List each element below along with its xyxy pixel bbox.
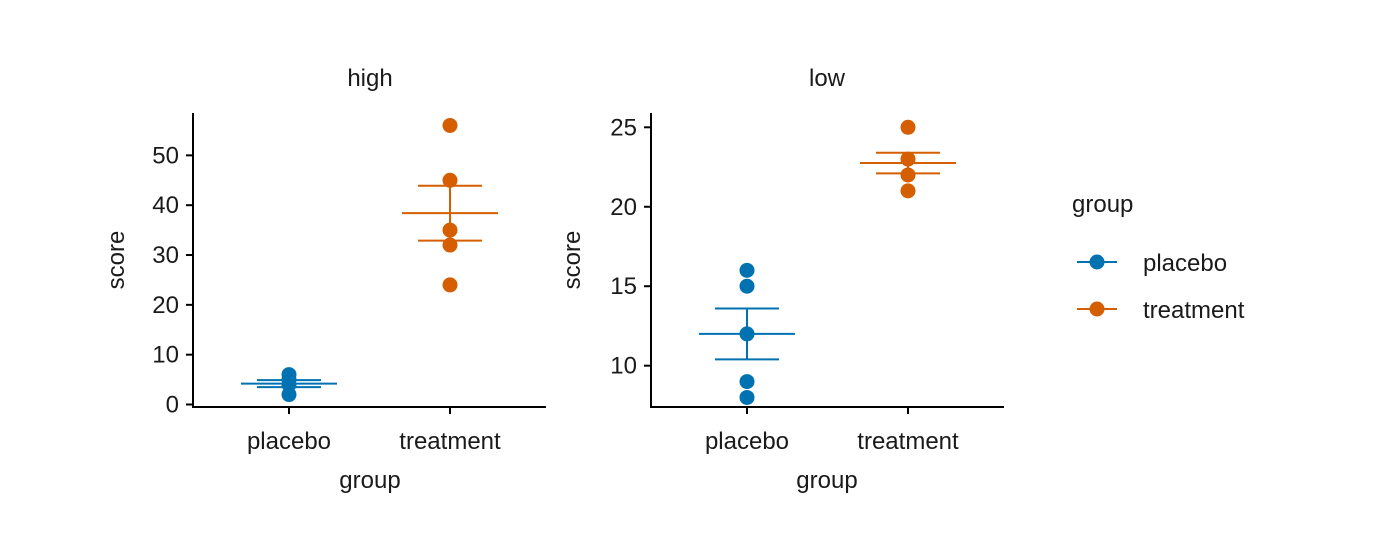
x-axis-title-high: group bbox=[339, 467, 400, 494]
y-ticks-high: 0 10 20 30 40 50 bbox=[152, 142, 193, 419]
legend-swatch-dot bbox=[1089, 301, 1105, 317]
series-treatment bbox=[860, 119, 956, 199]
x-ticks-low: placebo treatment bbox=[705, 407, 959, 455]
x-tick-label: treatment bbox=[399, 428, 501, 455]
data-point bbox=[900, 167, 916, 183]
data-point bbox=[442, 237, 458, 253]
legend-swatch-dot bbox=[1089, 254, 1105, 270]
data-point bbox=[900, 119, 916, 135]
y-tick-label: 25 bbox=[610, 114, 637, 141]
y-tick-label: 20 bbox=[152, 292, 179, 319]
y-tick-label: 30 bbox=[152, 242, 179, 269]
data-point bbox=[739, 262, 755, 278]
legend-item-placebo: placebo bbox=[1077, 250, 1227, 277]
legend-label-placebo: placebo bbox=[1143, 250, 1227, 277]
x-tick-label: placebo bbox=[247, 428, 331, 455]
y-axis-title-high: score bbox=[103, 231, 130, 290]
y-tick-label: 15 bbox=[610, 273, 637, 300]
data-point bbox=[900, 151, 916, 167]
marks-low bbox=[699, 119, 956, 405]
data-point bbox=[739, 389, 755, 405]
data-point bbox=[739, 278, 755, 294]
series-placebo bbox=[699, 262, 795, 405]
data-point bbox=[442, 277, 458, 293]
y-tick-label: 40 bbox=[152, 192, 179, 219]
x-tick-label: placebo bbox=[705, 428, 789, 455]
y-tick-label: 50 bbox=[152, 142, 179, 169]
panel-high: high score group 0 10 20 30 40 50 placebo trea… bbox=[103, 65, 546, 494]
data-point bbox=[442, 222, 458, 238]
y-tick-label: 20 bbox=[610, 194, 637, 221]
data-point bbox=[739, 326, 755, 342]
data-point bbox=[739, 374, 755, 390]
data-point bbox=[281, 367, 297, 383]
marks-high bbox=[241, 117, 498, 403]
x-tick-label: treatment bbox=[857, 428, 959, 455]
data-point bbox=[900, 183, 916, 199]
data-point bbox=[442, 117, 458, 133]
y-tick-label: 10 bbox=[610, 353, 637, 380]
facet-title-low: low bbox=[809, 65, 846, 92]
y-tick-label: 10 bbox=[152, 342, 179, 369]
facet-title-high: high bbox=[347, 65, 392, 92]
data-point bbox=[442, 172, 458, 188]
series-placebo bbox=[241, 367, 337, 403]
series-treatment bbox=[402, 117, 498, 293]
y-axis-title-low: score bbox=[559, 231, 586, 290]
legend-title: group bbox=[1072, 191, 1133, 218]
x-axis-title-low: group bbox=[796, 467, 857, 494]
y-ticks-low: 10 15 20 25 bbox=[610, 114, 651, 380]
x-ticks-high: placebo treatment bbox=[247, 407, 501, 455]
y-tick-label: 0 bbox=[166, 392, 179, 419]
panel-low: low score group 10 15 20 25 placebo treatmen… bbox=[559, 65, 1004, 494]
legend-item-treatment: treatment bbox=[1077, 297, 1245, 324]
legend: group placebo treatment bbox=[1072, 191, 1245, 324]
legend-label-treatment: treatment bbox=[1143, 297, 1245, 324]
